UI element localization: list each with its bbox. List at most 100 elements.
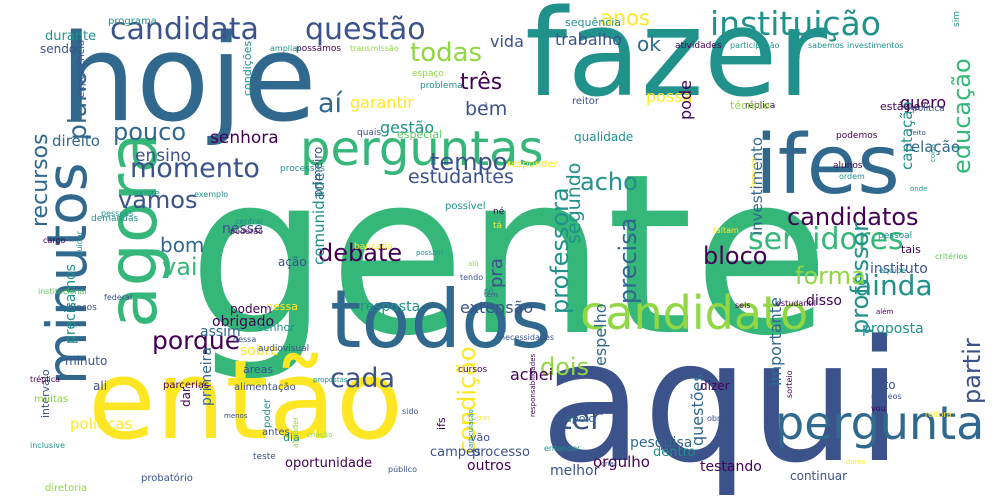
cloud-word: além (876, 308, 894, 316)
cloud-word: sequência (565, 16, 622, 29)
cloud-word: sabemos (808, 41, 844, 50)
cloud-word: ampliar (270, 44, 301, 53)
cloud-word: continuar (790, 469, 848, 483)
cloud-word: blocos (68, 303, 97, 313)
cloud-word: todas (410, 38, 483, 68)
cloud-word: estudantil (776, 299, 816, 308)
cloud-word: tendo (460, 273, 484, 282)
cloud-word: exemplo (194, 190, 229, 199)
cloud-word: partir (958, 338, 986, 404)
cloud-word: réplica (745, 101, 776, 111)
cloud-word: atender (291, 416, 300, 448)
cloud-word: cada (330, 363, 396, 394)
cloud-word: pode (676, 80, 695, 120)
cloud-word: outros (467, 458, 512, 474)
cloud-word: diretoria (45, 483, 88, 494)
cloud-word: investimentos (847, 41, 904, 50)
cloud-word: espaço (412, 69, 444, 79)
cloud-word: servidores (748, 222, 904, 257)
cloud-word: pessoas (101, 209, 134, 218)
cloud-word: possível (445, 201, 486, 212)
cloud-word: feito (910, 129, 926, 137)
cloud-word: cuidar (75, 231, 84, 256)
cloud-word: proposta (862, 321, 924, 337)
cloud-word: vamos (118, 186, 198, 214)
cloud-word: formular (750, 157, 758, 187)
cloud-word: perguntas (300, 121, 544, 177)
cloud-word: podem (230, 302, 272, 316)
cloud-word: demandas (91, 214, 139, 224)
cloud-word: direito (52, 132, 100, 150)
cloud-word: responder (507, 159, 558, 170)
cloud-word: vou (871, 404, 886, 413)
cloud-word: cargo (43, 236, 66, 245)
cloud-word: problema (420, 81, 463, 91)
cloud-word: candidata (110, 12, 259, 47)
cloud-word: onde (910, 185, 928, 193)
cloud-word: sorteio (785, 370, 794, 398)
cloud-word: processos (280, 164, 325, 174)
cloud-word: dentro (653, 445, 696, 460)
cloud-word: processo (472, 445, 530, 460)
cloud-word: questão (305, 12, 426, 47)
cloud-word: fato (872, 378, 896, 392)
cloud-word: aí (318, 88, 343, 119)
cloud-word: bancada (354, 242, 393, 252)
cloud-word: têm (484, 291, 498, 299)
cloud-word: estágio (880, 100, 921, 113)
cloud-word: disso (806, 293, 842, 309)
cloud-word: critérios (935, 252, 968, 261)
cloud-word: momento (130, 153, 260, 184)
cloud-word: pessoal (878, 231, 913, 241)
cloud-word: outras (468, 414, 491, 422)
cloud-word: núcleos (871, 392, 902, 401)
cloud-word: instituto (870, 261, 928, 277)
cloud-word: precisa (614, 217, 642, 304)
cloud-word: experiência (76, 39, 87, 98)
cloud-word: criação (307, 431, 333, 439)
cloud-word: dessa (233, 335, 257, 344)
cloud-word: hoje (60, 10, 317, 149)
cloud-word: primeira (199, 346, 215, 406)
cloud-word: extensão (460, 298, 534, 317)
cloud-word: apoio (565, 412, 596, 425)
cloud-word: tá (493, 221, 503, 231)
cloud-word: né (493, 207, 505, 217)
cloud-word: gestão (380, 118, 435, 137)
cloud-word: política (912, 104, 945, 114)
cloud-word: sim (952, 11, 962, 27)
cloud-word: recursos (28, 133, 53, 227)
cloud-word: bem (465, 98, 508, 120)
cloud-word: então (88, 336, 404, 464)
cloud-word: debate (318, 239, 403, 267)
cloud-word: possa (646, 87, 693, 106)
cloud-word: necessidades (500, 333, 555, 342)
cloud-word: cursos (458, 365, 488, 375)
cloud-word: forma (795, 262, 866, 290)
cloud-word: candidatos (787, 203, 919, 231)
cloud-word: faltam (713, 226, 739, 235)
cloud-word: garantir (350, 93, 414, 112)
cloud-word: possam (416, 249, 444, 257)
cloud-word: educação (948, 58, 976, 174)
cloud-word: muitas (34, 394, 69, 405)
cloud-word: obras (707, 414, 730, 423)
cloud-word: institucional (38, 287, 87, 296)
cloud-word: responsabilidades (529, 353, 537, 417)
cloud-word: tréplica (30, 375, 60, 384)
cloud-word: reitora (925, 410, 952, 419)
cloud-word: espelho (591, 303, 610, 366)
cloud-word: assim (200, 324, 241, 340)
cloud-word: acho (580, 168, 638, 196)
cloud-word: ordem (839, 172, 865, 181)
cloud-word: obrigado (212, 314, 275, 330)
cloud-word: ação (278, 255, 307, 269)
cloud-word: alô (468, 260, 479, 268)
cloud-word: central (235, 217, 263, 226)
cloud-word: senhora (210, 128, 279, 148)
cloud-word: dores (846, 458, 866, 466)
cloud-word: ainda (855, 269, 933, 302)
cloud-word: fazer (525, 0, 827, 124)
cloud-word: candidato (580, 286, 809, 340)
